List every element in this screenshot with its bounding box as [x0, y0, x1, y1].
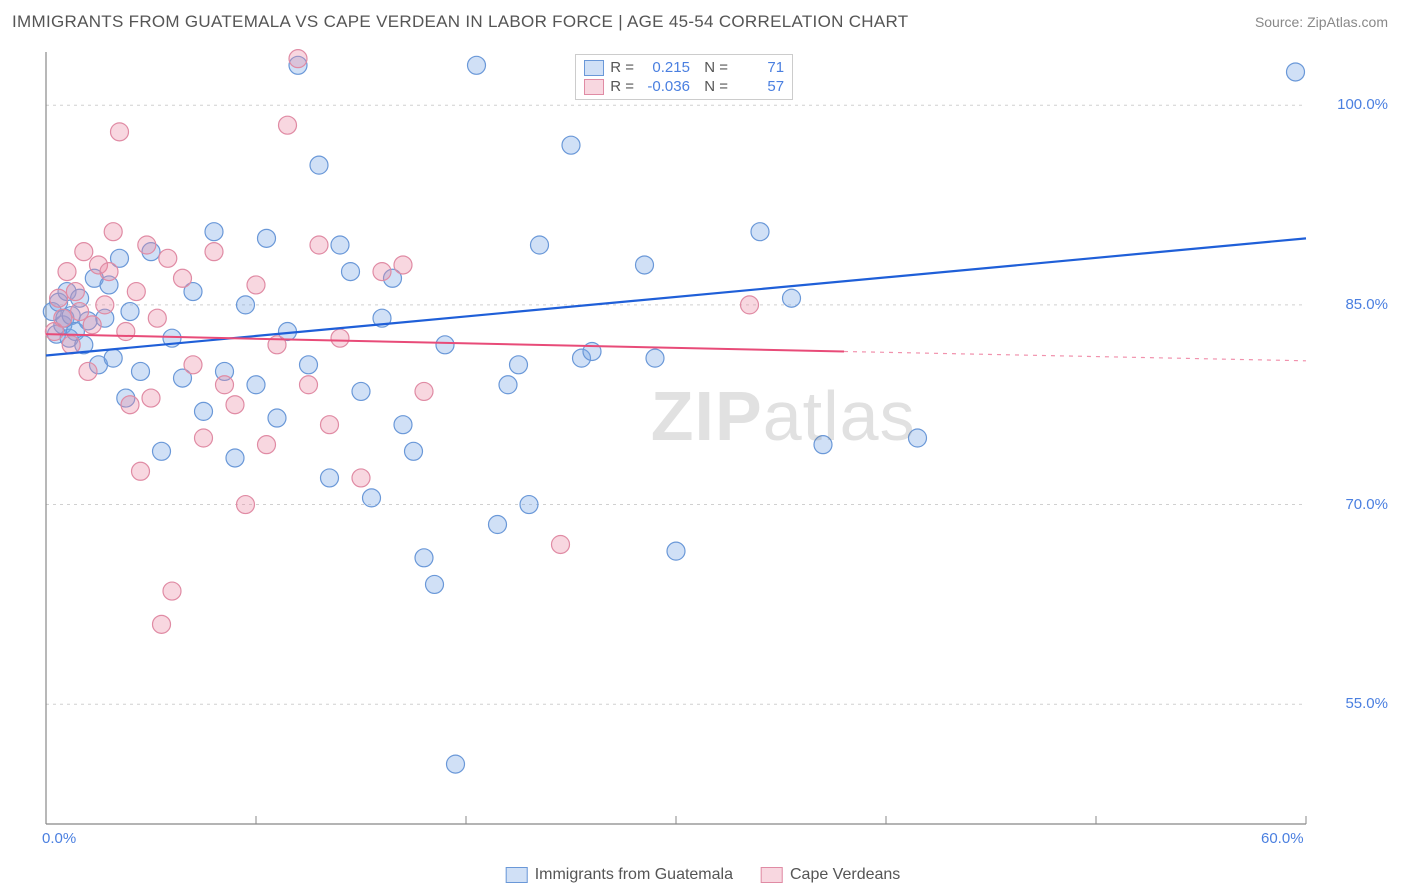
chart-area: In Labor Force | Age 45-54 ZIPatlas 55.0…	[38, 48, 1396, 850]
chart-header: IMMIGRANTS FROM GUATEMALA VS CAPE VERDEA…	[0, 0, 1406, 40]
legend-bottom: Immigrants from Guatemala Cape Verdeans	[506, 866, 901, 884]
y-tick-label: 55.0%	[1345, 695, 1388, 712]
y-tick-label: 85.0%	[1345, 296, 1388, 313]
chart-title: IMMIGRANTS FROM GUATEMALA VS CAPE VERDEA…	[12, 12, 908, 32]
legend-stats: R =0.215 N =71R =-0.036 N =57	[575, 54, 793, 100]
scatter-plot	[38, 48, 1396, 850]
y-tick-label: 70.0%	[1345, 496, 1388, 513]
x-tick-label: 0.0%	[42, 830, 76, 847]
y-tick-label: 100.0%	[1337, 96, 1388, 113]
legend-item: Immigrants from Guatemala	[506, 866, 733, 884]
source-label: Source: ZipAtlas.com	[1255, 14, 1388, 30]
legend-item: Cape Verdeans	[761, 866, 900, 884]
x-tick-label: 60.0%	[1261, 830, 1304, 847]
